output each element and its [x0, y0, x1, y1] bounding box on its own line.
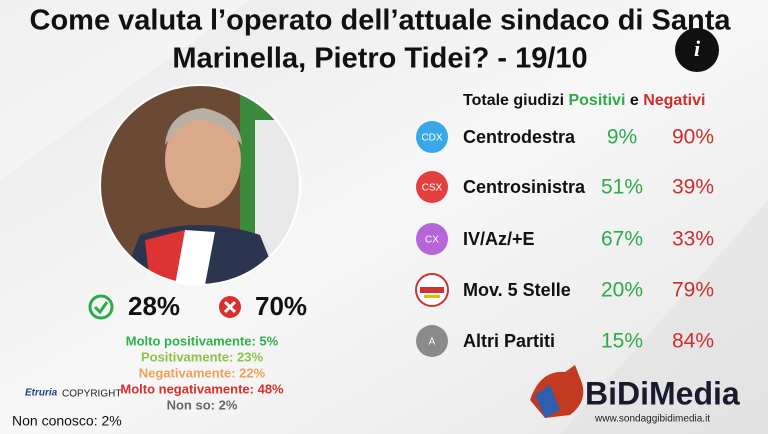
header-prefix: Totale giudizi [463, 92, 564, 109]
logo: BiDiMedia www.sondaggibidimedia.it [530, 365, 740, 425]
party-name: Centrosinistra [463, 177, 586, 197]
positive-share: 9% [607, 126, 637, 149]
negative-share: 90% [672, 126, 714, 149]
cross-icon [223, 300, 237, 314]
breakdown-item: Molto positivamente: 5% [126, 333, 279, 348]
bg-shape [0, 0, 250, 180]
breakdown-item: Negativamente: 22% [139, 365, 266, 380]
positive-share: 15% [601, 330, 643, 353]
check-icon [93, 301, 109, 315]
portrait [100, 85, 300, 285]
negative-share: 79% [672, 279, 714, 302]
negative-share: 33% [672, 228, 714, 251]
breakdown-item: Molto negativamente: 48% [120, 381, 284, 396]
party-name: Centrodestra [463, 127, 576, 147]
breakdown-item: Non so: 2% [167, 397, 238, 412]
party-name: IV/Az/+E [463, 229, 535, 249]
party-name: Altri Partiti [463, 331, 555, 351]
header-connector: e [630, 92, 639, 109]
logo-name: BiDiMedia [585, 375, 740, 411]
portrait-frame [99, 84, 301, 286]
party-badge [416, 171, 448, 203]
watermark-text: COPYRIGHT [62, 389, 121, 400]
summary-negative: 70% [255, 291, 307, 321]
party-badge [416, 121, 448, 153]
header-positive: Positivi [568, 92, 625, 109]
logo-rooster [535, 385, 560, 418]
badge-label: CX [425, 235, 439, 246]
party-badge [416, 325, 448, 357]
summary-positive: 28% [128, 291, 180, 321]
m5s-mark [420, 287, 444, 293]
positive-share: 51% [601, 176, 643, 199]
info-button[interactable] [675, 28, 719, 72]
watermark-brand: Etruria [25, 388, 58, 399]
logo-url: www.sondaggibidimedia.it [594, 414, 710, 425]
breakdown-item: Positivamente: 23% [141, 349, 264, 364]
negative-share: 39% [672, 176, 714, 199]
badge-label: A [429, 337, 436, 348]
header-negative: Negativi [643, 92, 705, 109]
bg-shape [560, 200, 768, 434]
party-badge [416, 223, 448, 255]
positive-share: 20% [601, 279, 643, 302]
negative-share: 84% [672, 330, 714, 353]
non-conosco: Non conosco: 2% [12, 413, 122, 429]
title-line: Marinella, Pietro Tidei? - 19/10 [172, 43, 587, 75]
party-name: Mov. 5 Stelle [463, 280, 571, 300]
badge-label: CDX [421, 133, 442, 144]
table-rows: CDX Centrodestra 9% 90% CSX Centrosinistra 51%… [415, 121, 714, 357]
table-header: Totale giudizi Positivi e Negativi [463, 92, 705, 109]
badge-label: CSX [422, 183, 443, 194]
check-icon [88, 294, 114, 320]
info-icon[interactable]: i [694, 36, 701, 61]
m5s-mark [424, 295, 440, 298]
title-line: Come valuta l’operato dell’attuale sinda… [30, 5, 732, 37]
positive-share: 67% [601, 228, 643, 251]
